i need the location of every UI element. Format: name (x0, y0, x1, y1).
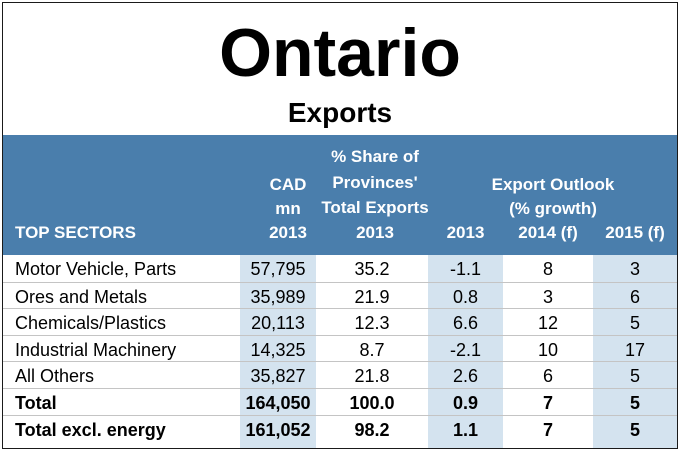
cell-growth-2015: 3 (629, 259, 640, 279)
cell-cad: 57,795 (250, 259, 306, 279)
table-header: TOP SECTORS CAD mn 2013 % Share of Provi… (3, 135, 677, 255)
cell-share: 98.2 (354, 419, 390, 440)
header-outlook-line2: (% growth) (509, 199, 597, 218)
table-row: Chemicals/Plastics 20,113 12.3 6.6 12 5 (3, 308, 677, 335)
cell-share: 21.9 (354, 286, 390, 307)
cell-sector: Industrial Machinery (15, 339, 177, 360)
header-growth-2015: 2015 (f) (605, 223, 665, 242)
table-row: Industrial Machinery 14,325 8.7 -2.1 10 17 (3, 334, 677, 362)
cell-cad: 35,989 (250, 286, 306, 307)
shaded-column-2013 (428, 255, 503, 448)
header-share-line2: Provinces' (332, 173, 418, 192)
cell-growth-2014: 7 (542, 419, 553, 440)
cell-growth-2014: 8 (542, 259, 553, 279)
cell-sector: Motor Vehicle, Parts (15, 259, 177, 279)
cell-growth-2013: 0.8 (452, 286, 479, 307)
cell-sector: All Others (15, 366, 95, 387)
header-cad-line1: CAD (269, 175, 307, 194)
header-share-line3: Total Exports (321, 198, 429, 217)
cell-growth-2013: -1.1 (449, 259, 482, 279)
page-subtitle: Exports (287, 97, 393, 128)
cell-growth-2015: 5 (629, 313, 640, 334)
cell-cad: 35,827 (250, 366, 306, 387)
cell-growth-2015: 17 (624, 339, 646, 360)
cell-sector: Ores and Metals (15, 286, 148, 307)
cell-growth-2013: 0.9 (452, 393, 479, 413)
cell-growth-2013: 2.6 (452, 366, 479, 387)
cell-growth-2013: -2.1 (449, 339, 482, 360)
header-growth-2013: 2013 (446, 223, 485, 242)
header-outlook-line1: Export Outlook (491, 175, 615, 194)
table-row: Motor Vehicle, Parts 57,795 35.2 -1.1 8 3 (3, 255, 677, 281)
cell-cad: 164,050 (245, 393, 311, 413)
shaded-column-2015 (593, 255, 677, 448)
cell-growth-2014: 12 (537, 313, 559, 334)
cell-growth-2015: 5 (629, 366, 640, 387)
cell-growth-2013: 1.1 (452, 419, 479, 440)
cell-growth-2014: 6 (542, 366, 553, 387)
table-row: Total excl. energy 161,052 98.2 1.1 7 5 (3, 414, 677, 442)
cell-growth-2015: 5 (629, 419, 640, 440)
table-row: Total 164,050 100.0 0.9 7 5 (3, 388, 677, 415)
cell-sector: Total excl. energy (15, 419, 166, 440)
cell-cad: 14,325 (250, 339, 306, 360)
table-body: Motor Vehicle, Parts 57,795 35.2 -1.1 8 3 Ores… (3, 255, 677, 448)
cell-share: 35.2 (354, 259, 390, 279)
cell-sector: Total (15, 393, 57, 413)
header-cad-line3: 2013 (269, 223, 307, 242)
cell-share: 21.8 (354, 366, 390, 387)
cell-growth-2014: 3 (542, 286, 553, 307)
table-row: Ores and Metals 35,989 21.9 0.8 3 6 (3, 281, 677, 309)
cell-cad: 20,113 (251, 313, 305, 334)
cell-growth-2015: 6 (629, 286, 640, 307)
header-growth-2014: 2014 (f) (518, 223, 578, 242)
cell-share: 100.0 (349, 393, 395, 413)
table-row: All Others 35,827 21.8 2.6 6 5 (3, 361, 677, 388)
shaded-column-cad (240, 255, 316, 448)
cell-share: 12.3 (354, 313, 390, 334)
cell-cad: 161,052 (245, 419, 311, 440)
cell-growth-2014: 10 (537, 339, 559, 360)
cell-growth-2015: 5 (629, 393, 640, 413)
header-share-line1: % Share of (331, 147, 419, 166)
cell-growth-2013: 6.6 (452, 313, 479, 334)
header-top-sectors: TOP SECTORS (15, 223, 136, 242)
cell-share: 8.7 (359, 339, 385, 360)
header-cad-line2: mn (275, 199, 301, 218)
header-share-line4: 2013 (356, 223, 394, 242)
cell-sector: Chemicals/Plastics (15, 313, 167, 334)
cell-growth-2014: 7 (542, 393, 553, 413)
page-title: Ontario (219, 15, 461, 91)
